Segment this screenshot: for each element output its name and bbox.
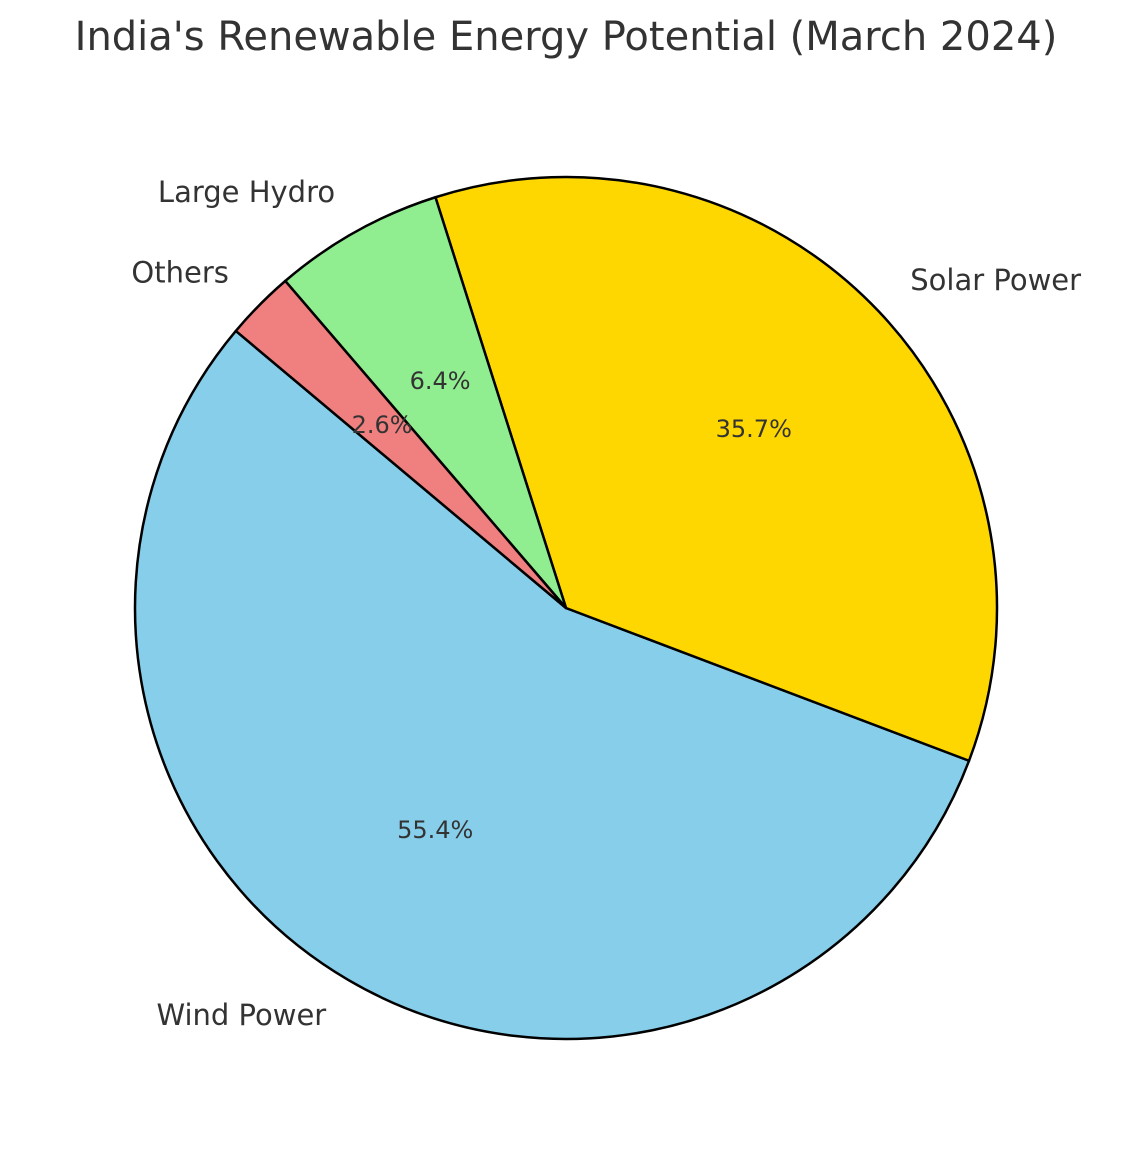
pct-label-large-hydro: 6.4% [410,367,471,395]
label-solar-power: Solar Power [910,263,1081,297]
slice-wind-power [133,329,971,1041]
label-others: Others [131,256,228,290]
chart-title: India's Renewable Energy Potential (Marc… [74,14,1058,60]
slice-others [234,279,568,610]
pie-labels: Wind Power 55.4% Solar Power 35.7% Large Hyd… [131,175,1081,1032]
slice-solar-power [434,175,999,763]
pct-label-solar-power: 35.7% [716,415,792,443]
pct-label-wind-power: 55.4% [397,816,473,844]
pct-label-others: 2.6% [352,411,413,439]
label-large-hydro: Large Hydro [158,175,335,209]
slice-large-hydro [283,195,568,610]
label-wind-power: Wind Power [156,998,326,1032]
pie-slices [133,175,999,1041]
